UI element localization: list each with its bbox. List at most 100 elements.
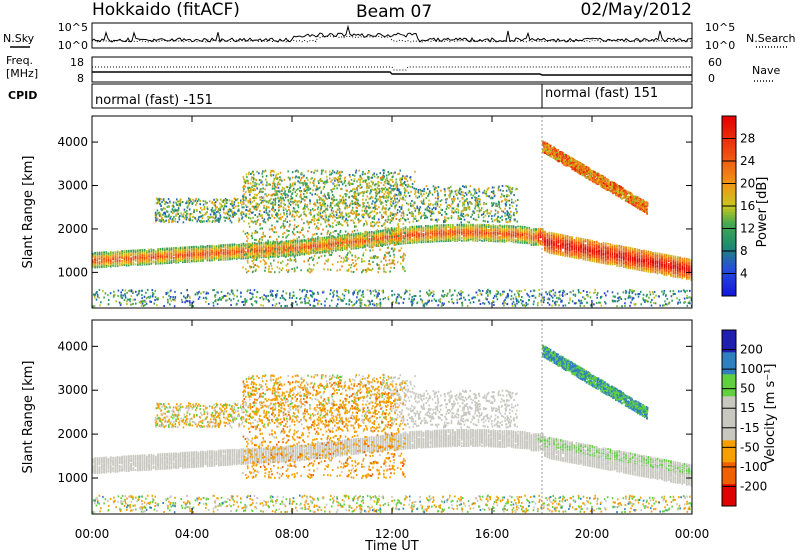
power-cell [409, 235, 411, 237]
power-cell [557, 237, 560, 240]
power-cell [373, 234, 375, 237]
power-cell [164, 261, 166, 264]
power-cell [602, 252, 605, 255]
power-cell [346, 245, 348, 247]
power-cell [580, 239, 582, 242]
power-cell [652, 259, 654, 262]
power-cell [384, 235, 387, 238]
power-cell [366, 244, 369, 247]
power-cell [229, 249, 231, 252]
power-cell [400, 231, 402, 234]
power-cell [578, 240, 580, 242]
power-cell [323, 238, 326, 240]
power-cell [575, 249, 578, 252]
power-cell [580, 249, 582, 252]
power-cell [328, 236, 330, 239]
power-cell [467, 238, 470, 241]
power-cell [521, 225, 524, 228]
power-cell [575, 247, 578, 250]
power-cell [317, 245, 319, 248]
power-cell [96, 263, 99, 266]
power-cell [591, 243, 594, 246]
power-cell [609, 253, 612, 256]
power-cell [362, 236, 364, 239]
power-cell [125, 252, 128, 254]
power-cell [490, 231, 492, 234]
power-cell [593, 246, 596, 249]
power-cell [353, 247, 355, 249]
power-cell [148, 248, 150, 251]
power-cell [607, 245, 609, 248]
power-cell [188, 250, 191, 253]
power-cell [233, 245, 236, 248]
power-cell [607, 249, 609, 252]
power-cell [249, 243, 252, 246]
power-cell [186, 253, 189, 256]
power-cell [121, 262, 123, 264]
power-cell [575, 241, 578, 243]
power-cell [215, 245, 218, 248]
power-cell [654, 251, 657, 254]
power-cell [94, 251, 96, 254]
power-cell [544, 230, 546, 233]
power-cell [497, 235, 499, 238]
power-cell [589, 245, 591, 248]
power-cell [188, 260, 191, 262]
power-cell [143, 263, 146, 266]
power-cell [434, 224, 436, 227]
power-cell [137, 256, 139, 259]
power-cell [287, 245, 290, 248]
power-cell [503, 228, 506, 231]
power-cell [598, 242, 600, 245]
power-cell [625, 260, 627, 263]
power-cell [485, 230, 488, 233]
power-cell [362, 238, 364, 241]
power-cell [461, 223, 463, 226]
power-cell [386, 235, 389, 238]
power-cell [168, 259, 171, 262]
power-cell [645, 255, 648, 257]
power-cell [240, 253, 243, 256]
power-cell [535, 239, 537, 242]
power-cell [290, 245, 292, 248]
power-cell [368, 239, 371, 242]
power-cell [274, 249, 276, 252]
power-cell [186, 249, 189, 251]
power-cell [517, 228, 519, 231]
power-cell [146, 250, 148, 253]
power-cell [515, 232, 517, 235]
power-cell [263, 245, 265, 248]
power-cell [413, 238, 416, 241]
power-cell [584, 249, 587, 252]
power-cell [422, 235, 425, 238]
power-cell [233, 248, 236, 251]
nave-label: Nave [752, 64, 780, 77]
power-cell [445, 226, 447, 229]
power-cell [377, 230, 380, 233]
power-cell [546, 240, 549, 243]
power-cell [524, 228, 526, 230]
power-cell [411, 225, 414, 228]
power-cell [479, 223, 481, 226]
power-cell [472, 226, 474, 229]
power-cell [551, 240, 553, 243]
power-cell [107, 260, 110, 263]
power-cell [562, 245, 564, 248]
station-title: Hokkaido (fitACF) [92, 0, 240, 20]
power-cell [605, 242, 607, 245]
power-cell [375, 232, 378, 235]
freq-trace [92, 71, 692, 76]
power-cell [258, 254, 261, 257]
power-cell [443, 236, 445, 239]
power-cell [499, 224, 501, 227]
power-cell [281, 252, 283, 255]
power-cell [335, 236, 337, 239]
power-cell [438, 227, 441, 230]
power-cell [560, 249, 562, 252]
power-cell [267, 251, 270, 254]
power-cell [616, 257, 618, 260]
power-cell [305, 249, 308, 252]
power-cell [602, 248, 605, 251]
power-cell [422, 226, 425, 229]
power-cell [404, 226, 407, 229]
